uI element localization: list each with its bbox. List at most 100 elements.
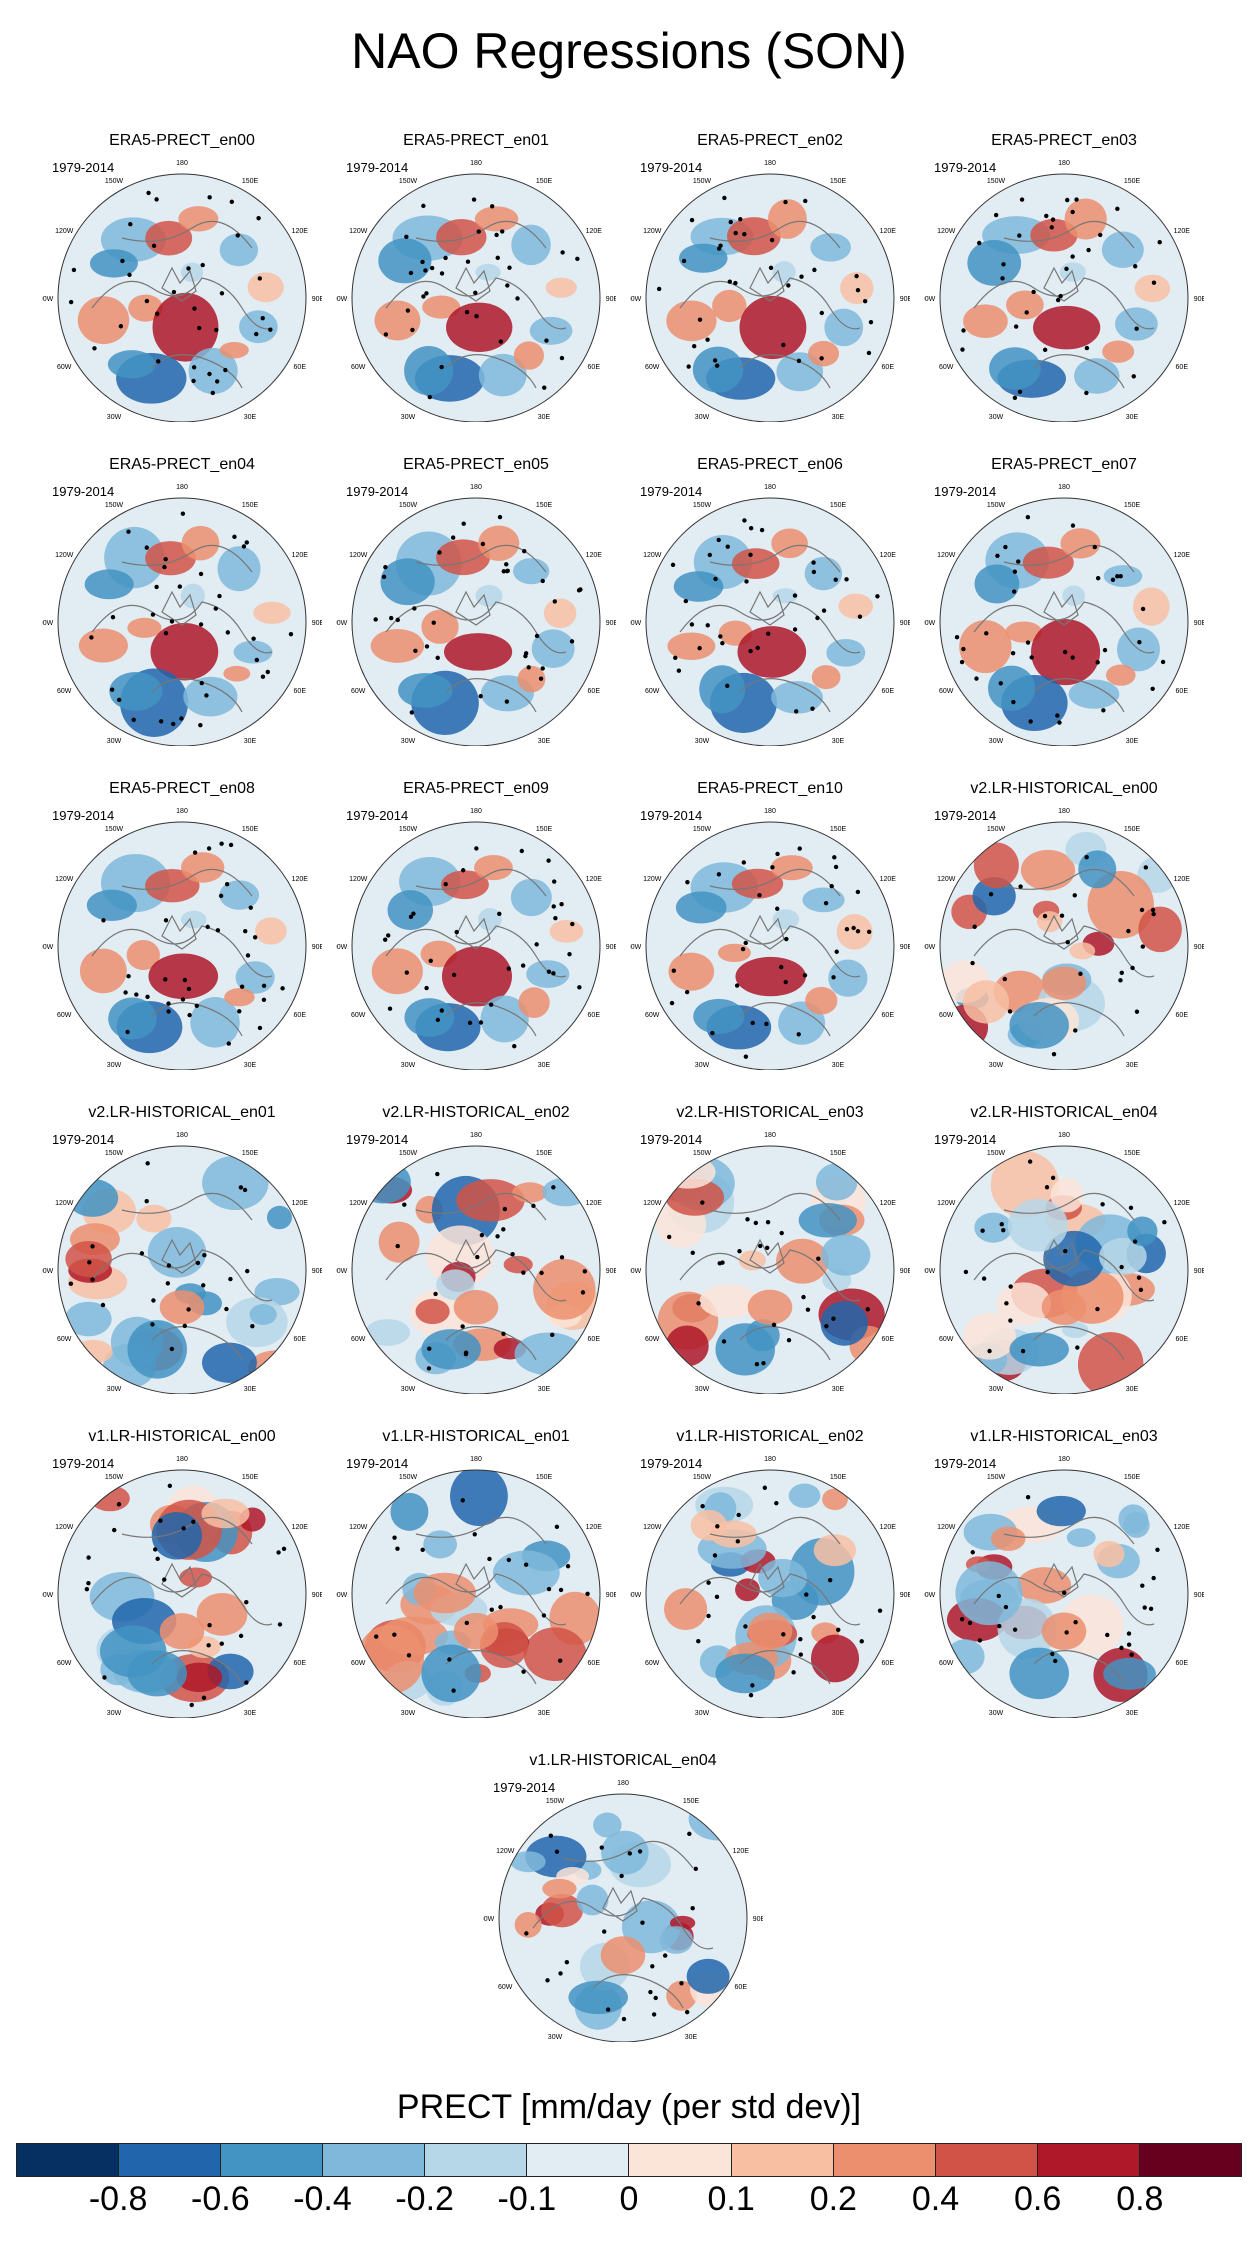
significance-dot bbox=[250, 1323, 255, 1329]
significance-dot bbox=[998, 681, 1003, 686]
significance-dot bbox=[189, 1702, 194, 1708]
longitude-label: 30W bbox=[695, 414, 710, 421]
significance-dot bbox=[504, 562, 509, 567]
significance-dot bbox=[421, 294, 426, 299]
significance-dot bbox=[742, 518, 747, 523]
anomaly-region bbox=[666, 1980, 697, 2011]
longitude-label: 150W bbox=[987, 826, 1006, 833]
longitude-label: 120W bbox=[643, 228, 662, 235]
coastline bbox=[91, 1192, 273, 1361]
longitude-label: 90E bbox=[900, 1268, 910, 1275]
significance-dot bbox=[1017, 233, 1022, 238]
anomaly-region bbox=[772, 261, 796, 284]
anomaly-region bbox=[973, 842, 1019, 889]
longitude-label: 30W bbox=[695, 1062, 710, 1069]
significance-dot bbox=[740, 946, 746, 952]
anomaly-region bbox=[1043, 1230, 1105, 1287]
significance-dot bbox=[797, 846, 802, 851]
anomaly-region bbox=[152, 292, 219, 362]
longitude-label: 60E bbox=[588, 1012, 601, 1019]
colorbar-tick-label: 0.6 bbox=[1014, 2180, 1062, 2218]
significance-dot bbox=[163, 918, 169, 923]
map-rim bbox=[645, 1469, 895, 1718]
significance-dot bbox=[1084, 345, 1090, 351]
coastline bbox=[91, 868, 273, 1037]
significance-dot bbox=[1044, 1185, 1050, 1190]
significance-dot bbox=[471, 197, 477, 202]
significance-dot bbox=[505, 568, 510, 573]
significance-dot bbox=[855, 929, 861, 934]
longitude-label: 60W bbox=[57, 364, 72, 371]
significance-dot bbox=[494, 232, 499, 238]
significance-dot bbox=[710, 1030, 715, 1036]
significance-dot bbox=[722, 195, 727, 201]
anomaly-region bbox=[686, 1958, 730, 1994]
anomaly-region bbox=[78, 628, 128, 663]
anomaly-region bbox=[188, 347, 238, 395]
anomaly-region bbox=[776, 1238, 829, 1284]
anomaly-region bbox=[456, 1179, 525, 1222]
significance-dot bbox=[804, 1592, 809, 1597]
significance-dot bbox=[599, 1845, 604, 1850]
panel-period: 1979-2014 bbox=[346, 808, 409, 823]
anomaly-region bbox=[529, 316, 573, 345]
significance-dot bbox=[602, 1929, 607, 1934]
coastline bbox=[679, 1516, 861, 1685]
significance-dot bbox=[981, 1276, 987, 1281]
significance-dot bbox=[206, 1643, 211, 1648]
significance-dot bbox=[621, 2016, 627, 2022]
anomaly-region bbox=[266, 1205, 292, 1230]
anomaly-region bbox=[440, 870, 489, 900]
anomaly-region bbox=[1006, 290, 1044, 320]
longitude-label: 180 bbox=[764, 160, 776, 167]
anomaly-region bbox=[1074, 358, 1120, 394]
longitude-label: 90W bbox=[924, 1592, 936, 1599]
significance-dot bbox=[125, 1029, 130, 1035]
coastline bbox=[385, 868, 567, 1037]
colorbar-tick-label: 0.1 bbox=[707, 2180, 755, 2218]
longitude-label: 30W bbox=[401, 1386, 416, 1393]
significance-dot bbox=[1053, 1658, 1058, 1664]
significance-dot bbox=[464, 309, 470, 315]
significance-dot bbox=[1061, 1590, 1067, 1595]
anomaly-region bbox=[371, 948, 423, 995]
significance-dot bbox=[554, 1524, 560, 1530]
anomaly-region bbox=[181, 525, 220, 561]
significance-dot bbox=[389, 615, 394, 621]
colorbar-tick-label: -0.2 bbox=[395, 2180, 454, 2218]
significance-dot bbox=[195, 1260, 201, 1266]
panel-title: ERA5-PRECT_en01 bbox=[403, 132, 549, 149]
significance-dot bbox=[1139, 907, 1145, 913]
map-background bbox=[58, 822, 306, 1070]
significance-dot bbox=[194, 1003, 200, 1009]
longitude-label: 60W bbox=[57, 688, 72, 695]
significance-dot bbox=[1148, 1606, 1154, 1611]
anomaly-region bbox=[475, 263, 501, 281]
colorbar-swatch bbox=[1037, 2144, 1140, 2176]
longitude-label: 120W bbox=[937, 1200, 956, 1207]
anomaly-region bbox=[804, 556, 843, 591]
longitude-label: 30E bbox=[832, 1386, 845, 1393]
significance-dot bbox=[1007, 1009, 1013, 1014]
longitude-label: 90W bbox=[336, 1592, 348, 1599]
significance-dot bbox=[796, 358, 802, 364]
longitude-label: 30W bbox=[695, 1710, 710, 1717]
anomaly-region bbox=[443, 633, 513, 671]
significance-dot bbox=[501, 569, 506, 574]
longitude-label: 150E bbox=[536, 502, 553, 509]
longitude-label: 30E bbox=[1126, 1386, 1139, 1393]
polar-map: 180150W150E120W120E90W90E60W60E30W30E0 bbox=[924, 1456, 1204, 1718]
anomaly-region bbox=[1105, 664, 1136, 686]
longitude-label: 90E bbox=[753, 1916, 763, 1923]
longitude-label: 150E bbox=[242, 1150, 259, 1157]
significance-dot bbox=[256, 215, 261, 221]
anomaly-region bbox=[202, 1155, 269, 1211]
anomaly-region bbox=[126, 939, 161, 971]
significance-dot bbox=[684, 2009, 690, 2015]
significance-dot bbox=[725, 544, 730, 549]
significance-dot bbox=[1084, 390, 1089, 396]
significance-dot bbox=[1095, 576, 1101, 581]
longitude-label: 90E bbox=[900, 620, 910, 627]
longitude-label: 180 bbox=[470, 160, 482, 167]
significance-dot bbox=[833, 577, 838, 582]
